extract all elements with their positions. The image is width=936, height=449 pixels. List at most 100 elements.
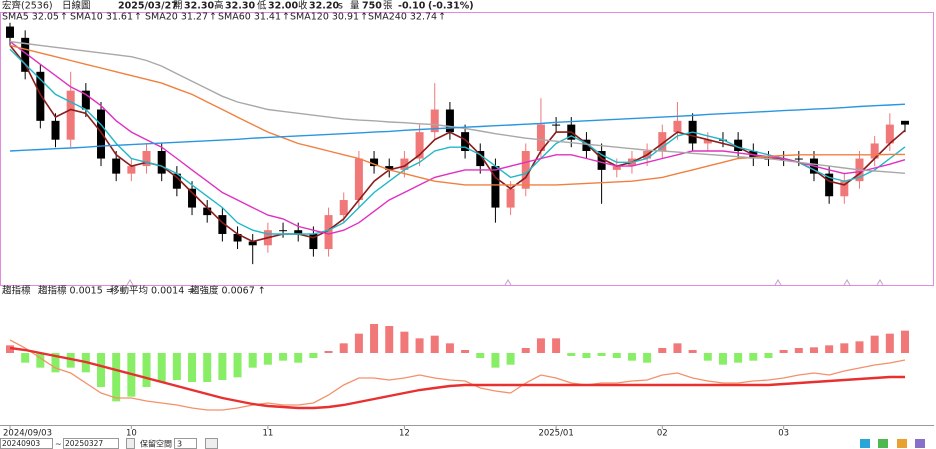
candle-body — [445, 109, 454, 133]
period: 日線圖 — [62, 0, 91, 12]
candle-body — [885, 124, 894, 144]
legend-name: 趨強度 — [190, 285, 219, 297]
osc-bar — [309, 353, 318, 358]
open: 32.30 — [184, 1, 214, 12]
osc-bar — [597, 353, 606, 356]
change: -0.10 — [398, 1, 426, 12]
toolbar: 20240903 ~ 20250327 保留空間 3 — [0, 438, 925, 449]
legend-value: 0.0067 — [222, 286, 255, 297]
candle-body — [324, 215, 333, 250]
osc-bar — [445, 343, 454, 353]
legend-trend: ↑ — [438, 12, 446, 23]
reserve-value: 3 — [177, 440, 182, 449]
osc-bar — [112, 353, 121, 402]
x-tick-label: 03 — [778, 429, 789, 439]
osc-bar — [718, 353, 727, 365]
ma-line — [9, 48, 906, 235]
osc-bar — [582, 353, 591, 358]
osc-bar — [188, 353, 197, 382]
candle-body — [870, 143, 879, 159]
print-icon[interactable] — [915, 439, 925, 448]
start-date: 20240903 — [2, 439, 40, 448]
legend-trend: = — [187, 286, 195, 297]
osc-bar — [157, 353, 166, 382]
candle-body — [6, 26, 14, 38]
legend-name: SMA20 — [145, 12, 178, 23]
osc-bar — [491, 353, 500, 368]
date: 2025/03/27 — [118, 1, 178, 12]
osc-title: 趨指標 — [2, 285, 31, 297]
osc-bar — [248, 353, 257, 368]
candle-body — [36, 71, 45, 121]
candle-body — [794, 158, 803, 160]
legend-name: SMA120 — [290, 12, 329, 23]
marker — [126, 279, 134, 286]
osc-bar — [279, 353, 288, 361]
candle-body — [157, 151, 166, 174]
osc-bar — [36, 353, 45, 368]
candle-body — [840, 181, 849, 197]
osc-bar — [66, 353, 75, 368]
candle-body — [825, 173, 834, 197]
candle-body — [248, 241, 257, 246]
candle-body — [354, 158, 363, 201]
volume-label: 量 — [350, 1, 360, 12]
x-tick-label: 2024/09/03 — [3, 429, 52, 439]
osc-bar — [430, 335, 439, 353]
legend-trend: ↑ — [258, 286, 266, 297]
legend-name: SMA240 — [368, 12, 407, 23]
reserve-apply[interactable] — [205, 438, 218, 449]
high: 32.30 — [225, 1, 255, 12]
legend-trend: ↑ — [360, 12, 368, 23]
osc-bar — [536, 338, 545, 353]
osc-line — [9, 339, 906, 411]
marker — [876, 279, 884, 286]
osc-line — [9, 346, 905, 410]
osc-bar — [825, 345, 834, 353]
candle-body — [279, 230, 288, 232]
osc-bar — [97, 353, 106, 387]
legend-name: SMA60 — [218, 12, 251, 23]
legend-trend: ↑ — [209, 12, 217, 23]
zoom-out-icon[interactable] — [878, 439, 888, 448]
candle-body — [218, 215, 227, 234]
osc-bar — [643, 353, 652, 363]
osc-bar — [567, 353, 576, 356]
osc-bar — [749, 353, 758, 361]
zoom-in-icon[interactable] — [860, 439, 870, 448]
separator: ~ — [55, 440, 62, 449]
legend-name: 趨指標 — [38, 285, 67, 297]
osc-bar — [521, 348, 530, 353]
osc-bar — [415, 338, 424, 353]
low-label: 低 — [257, 0, 267, 12]
candle-body — [370, 158, 379, 167]
osc-bar — [840, 343, 849, 353]
osc-bar — [400, 331, 409, 353]
candle-body — [400, 158, 409, 170]
candle-body — [415, 132, 424, 159]
open-label: 開 — [173, 1, 183, 12]
osc-bar — [263, 353, 272, 365]
search-button[interactable] — [126, 438, 135, 449]
event-markers — [126, 279, 884, 286]
candle-body — [188, 188, 197, 208]
volume: 750 — [362, 1, 382, 12]
candle-body — [21, 37, 30, 72]
end-date: 20250327 — [65, 439, 103, 448]
candle-body — [309, 233, 318, 250]
candle-body — [521, 151, 530, 189]
osc-bar — [870, 335, 879, 353]
x-tick-label: 10 — [126, 429, 137, 439]
settings-icon[interactable] — [897, 439, 907, 448]
candle-body — [506, 188, 515, 208]
osc-bar — [855, 341, 864, 353]
legend-value: 31.27 — [181, 12, 208, 23]
close-label: 收 — [298, 0, 308, 12]
osc-bar — [294, 353, 303, 363]
legend-value: 0.0014 — [151, 286, 184, 297]
candle-body — [734, 139, 743, 151]
stock-name: 宏齊(2536) — [2, 0, 53, 12]
legend-value: 32.74 — [410, 12, 437, 23]
close-flag: s — [338, 1, 343, 12]
